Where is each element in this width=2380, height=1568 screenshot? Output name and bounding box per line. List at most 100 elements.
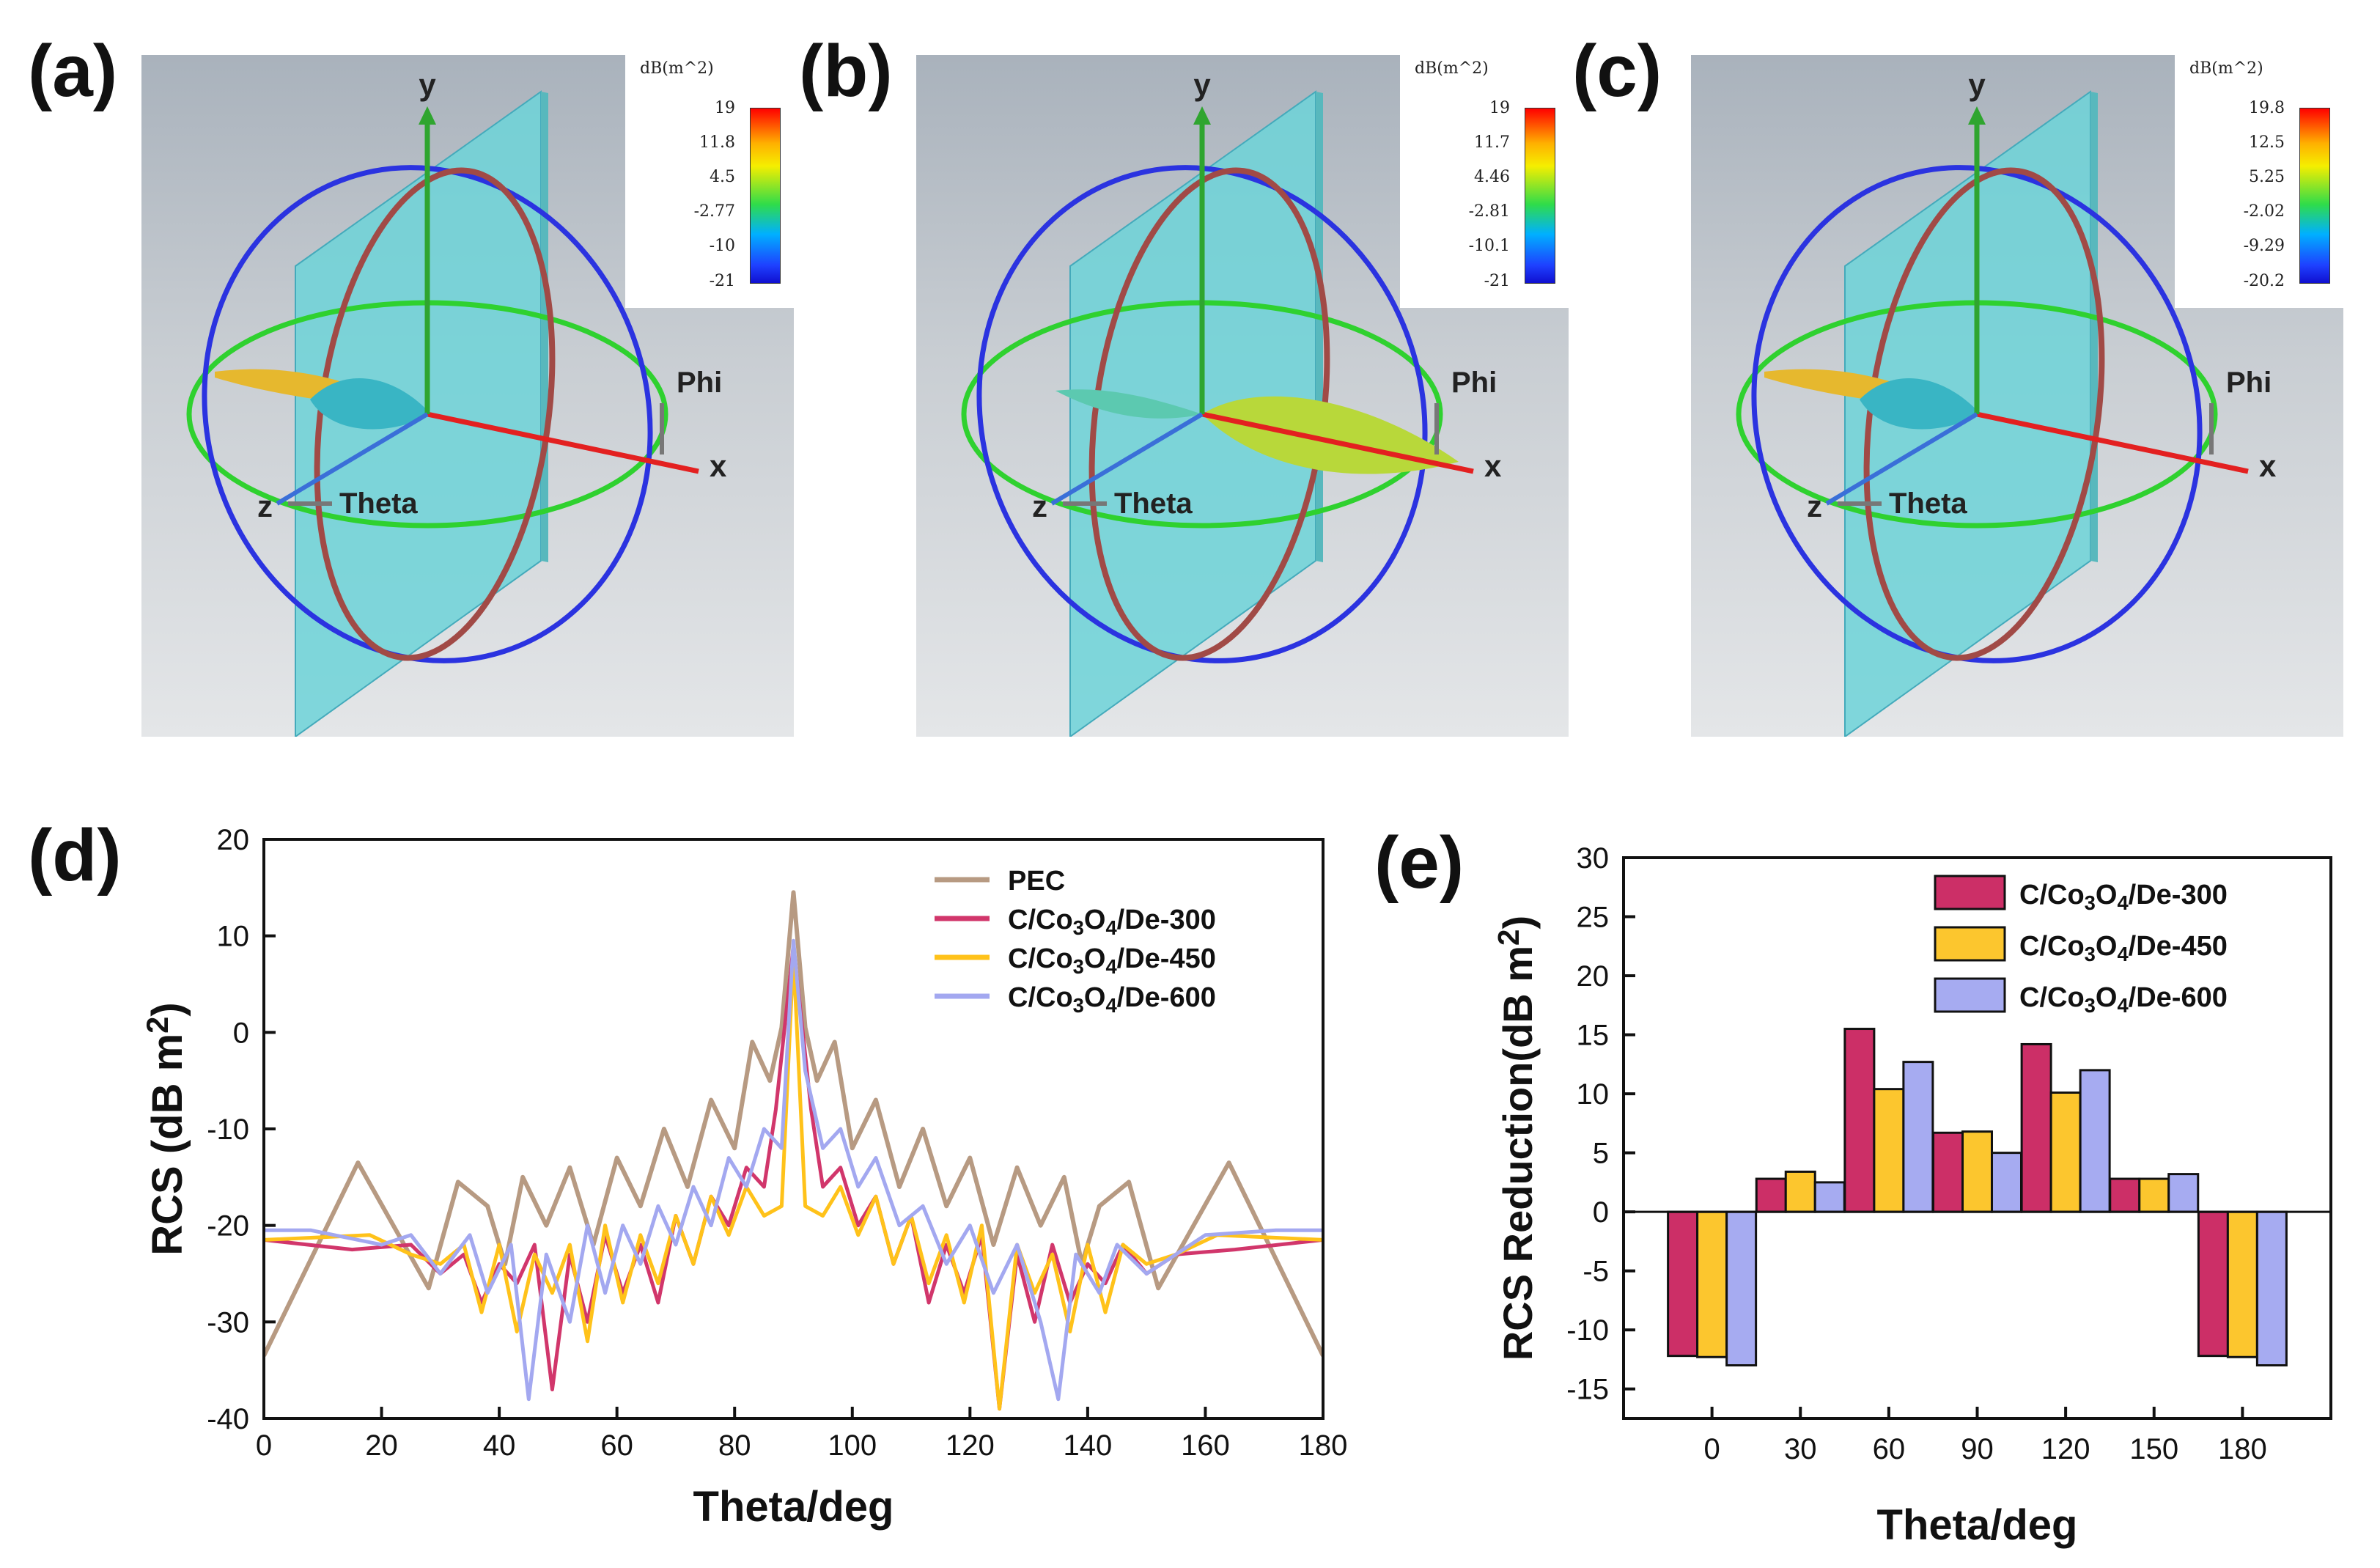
theta-label: Theta	[1114, 487, 1193, 520]
colorbar-tick: -2.81	[1468, 202, 1510, 221]
y-tick-label: -30	[207, 1306, 249, 1339]
bar	[2020, 1042, 2052, 1213]
y-axis-label: y	[1968, 67, 1986, 102]
colorbar-tick: 4.5	[710, 168, 735, 186]
colorbar-tick: -10	[709, 237, 735, 255]
theta-label: Theta	[339, 487, 418, 520]
lobe-center	[310, 378, 431, 430]
legend-swatch	[1934, 977, 2006, 1013]
sim-panel-a: y x z Theta Phi dB(m^2) 19 11.8 4.5 -2.7…	[141, 55, 794, 737]
series-line-pec	[264, 890, 1323, 1357]
bar	[1813, 1181, 1846, 1213]
y-arrowhead	[419, 106, 436, 125]
colorbar-gradient	[750, 108, 781, 284]
phi-label: Phi	[1451, 367, 1497, 399]
colorbar-title: dB(m^2)	[640, 59, 714, 78]
colorbar-title: dB(m^2)	[1415, 59, 1489, 78]
z-axis-arrow	[276, 412, 429, 506]
bar	[2109, 1177, 2141, 1213]
chart-d-rcs-vs-theta: 0 20 40 60 80 100 120 140 160 180 -40 -30 -20 -10 0 10 2…	[140, 824, 1348, 1531]
x-tick-label: 100	[828, 1429, 877, 1462]
bar	[1991, 1152, 2022, 1213]
phi-label: Phi	[2226, 367, 2272, 399]
colorbar-tick: -9.29	[2243, 237, 2285, 255]
x-axis-label: x	[1484, 449, 1502, 483]
z-axis-arrow	[1050, 412, 1204, 506]
x-tick-label: 0	[1704, 1433, 1720, 1465]
x-tick-label: 0	[256, 1429, 272, 1462]
legend-label: PEC	[1008, 866, 1065, 897]
colorbar-tick: 19	[715, 99, 735, 117]
y-tick-label: 10	[1577, 1078, 1610, 1111]
colorbar-title: dB(m^2)	[2189, 59, 2263, 78]
sim-panel-c: y x z Theta Phi dB(m^2) 19.8 12.5 5.25 -…	[1691, 55, 2343, 737]
y-tick-label: 15	[1577, 1020, 1610, 1052]
y-axis-title: RCS (dB m2)	[140, 1002, 191, 1255]
x-tick-label: 20	[365, 1429, 398, 1462]
bar	[1873, 1088, 1905, 1213]
x-tick-label: 120	[2041, 1433, 2090, 1465]
scene-3d-a: y x z Theta Phi	[186, 67, 727, 737]
bar	[1696, 1210, 1728, 1358]
y-tick-label: -40	[207, 1403, 249, 1435]
bar	[1961, 1130, 1993, 1213]
legend-label: C/Co3O4/De-300	[1008, 905, 1216, 939]
y-tick-label: 10	[217, 921, 250, 953]
series-line-c600	[264, 938, 1323, 1402]
bar	[2167, 1173, 2200, 1213]
bar	[2226, 1210, 2258, 1358]
y-arrowhead	[1968, 106, 1986, 125]
panel-label-e: (e)	[1374, 822, 1465, 904]
bar	[1725, 1210, 1758, 1367]
y-tick-label: 0	[1593, 1196, 1609, 1229]
colorbar-tick: -10.1	[1468, 237, 1510, 255]
bar	[2197, 1210, 2229, 1358]
x-axis-title: Theta/deg	[1877, 1501, 2078, 1549]
legend-label: C/Co3O4/De-600	[2019, 982, 2228, 1017]
panel-label-c: (c)	[1572, 30, 1662, 112]
x-axis-label: x	[710, 449, 727, 483]
bar	[1843, 1028, 1876, 1213]
x-tick-label: 90	[1961, 1433, 1994, 1465]
theta-label: Theta	[1889, 487, 1967, 520]
lobe-left	[1055, 389, 1202, 419]
y-tick-label: 20	[1577, 960, 1610, 993]
y-tick-label: -10	[1566, 1314, 1609, 1347]
panel-label-a: (a)	[28, 30, 118, 112]
bar	[1902, 1061, 1934, 1213]
colorbar-gradient	[1525, 108, 1555, 284]
bar	[1755, 1177, 1787, 1213]
y-tick-label: 5	[1593, 1138, 1609, 1170]
y-tick-label: -5	[1583, 1256, 1609, 1288]
x-axis-arrow	[427, 411, 699, 474]
colorbar-c: dB(m^2) 19.8 12.5 5.25 -2.02 -9.29 -20.2	[2175, 55, 2343, 308]
panel-label-b: (b)	[799, 30, 893, 112]
bar	[1667, 1210, 1699, 1358]
colorbar-tick: 11.8	[699, 133, 735, 152]
x-axis-title: Theta/deg	[693, 1483, 894, 1531]
x-tick-label: 180	[2218, 1433, 2267, 1465]
y-axis-title: RCS Reduction(dB m2)	[1492, 916, 1541, 1361]
y-tick-label: -20	[207, 1210, 249, 1243]
colorbar-b: dB(m^2) 19 11.7 4.46 -2.81 -10.1 -21	[1400, 55, 1569, 308]
colorbar-tick: -20.2	[2243, 272, 2285, 290]
theta-ring	[1751, 165, 2203, 663]
sim-panel-b: y x z Theta Phi dB(m^2) 19 11.7 4.46 -2.…	[916, 55, 1569, 737]
colorbar-tick: -2.77	[693, 202, 735, 221]
colorbar-tick: 11.7	[1474, 133, 1510, 152]
legend-swatch	[1934, 926, 2006, 962]
x-tick-label: 150	[2129, 1433, 2178, 1465]
x-tick-label: 160	[1181, 1429, 1230, 1462]
z-axis-label: z	[1032, 489, 1047, 523]
legend-label: C/Co3O4/De-450	[2019, 931, 2228, 965]
z-axis-arrow	[1825, 412, 1978, 506]
x-tick-label: 180	[1299, 1429, 1348, 1462]
scene-3d-b: y x z Theta Phi	[961, 67, 1502, 737]
bar	[2138, 1177, 2170, 1213]
y-tick-label: 20	[217, 824, 250, 856]
y-tick-label: 30	[1577, 842, 1610, 875]
y-tick-label: -10	[207, 1114, 249, 1146]
legend-label: C/Co3O4/De-600	[1008, 982, 1216, 1017]
colorbar-gradient	[2299, 108, 2330, 284]
